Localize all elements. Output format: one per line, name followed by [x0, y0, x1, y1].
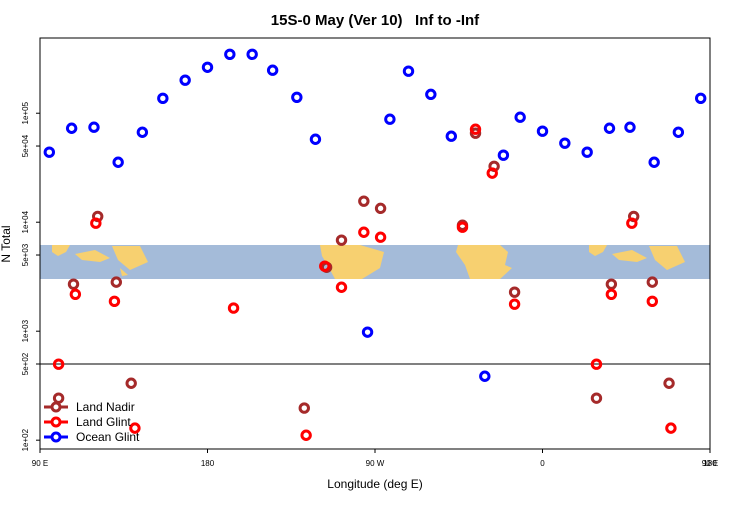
point — [374, 231, 387, 243]
point — [291, 91, 303, 103]
point — [646, 276, 659, 288]
landmass — [589, 245, 685, 270]
point — [129, 422, 141, 434]
y-tick-label: 1e+03 — [21, 319, 30, 342]
point — [88, 121, 100, 133]
point — [497, 149, 510, 161]
point — [125, 377, 137, 389]
y-tick-label: 5e+02 — [21, 352, 30, 375]
x-tick-label: 0 — [540, 459, 545, 468]
point — [536, 125, 549, 137]
legend-marker — [50, 431, 62, 443]
x-axis-label: Longitude (deg E) — [327, 477, 422, 491]
point — [309, 133, 322, 145]
point — [663, 377, 675, 389]
y-tick-label: 1e+05 — [21, 101, 30, 124]
point — [605, 278, 618, 290]
point — [69, 288, 82, 301]
point — [201, 61, 214, 73]
point — [646, 295, 659, 308]
point — [266, 64, 279, 76]
x-tick-label: 90 E — [702, 459, 718, 468]
point — [319, 260, 331, 272]
point — [508, 286, 521, 298]
point — [110, 276, 123, 288]
point — [469, 127, 482, 139]
point — [108, 295, 121, 308]
y-tick-label: 1e+04 — [21, 210, 30, 233]
map-band — [40, 245, 710, 279]
point — [626, 217, 638, 229]
point — [67, 278, 80, 290]
point — [605, 288, 618, 301]
point — [43, 146, 56, 158]
x-tick-label: 90 W — [366, 459, 385, 468]
point — [624, 121, 636, 133]
y-tick-label: 1e+02 — [21, 428, 30, 451]
legend-marker — [50, 401, 62, 413]
legend-marker — [50, 416, 62, 428]
point — [136, 126, 149, 138]
point — [227, 302, 240, 314]
legend-label: Land Nadir — [76, 400, 135, 414]
point — [246, 48, 258, 61]
point — [300, 429, 312, 441]
x-tick-label: 180 — [703, 459, 717, 468]
point — [665, 422, 677, 434]
point — [445, 130, 458, 142]
point — [112, 156, 124, 168]
point — [590, 358, 603, 370]
point — [358, 226, 370, 238]
point — [469, 123, 482, 135]
point — [374, 202, 387, 215]
point — [508, 298, 521, 310]
point — [402, 65, 415, 77]
y-axis-label: N Total — [0, 225, 13, 262]
legend-label: Ocean Glint — [76, 430, 140, 444]
legend-label: Land Glint — [76, 415, 131, 429]
point — [581, 146, 593, 158]
plot-frame — [39, 37, 711, 450]
point — [384, 113, 396, 125]
point — [358, 195, 370, 207]
point — [694, 92, 707, 105]
point — [590, 392, 603, 404]
point — [425, 88, 437, 101]
point — [672, 126, 685, 138]
point — [648, 156, 660, 168]
point — [157, 92, 169, 105]
point — [298, 402, 310, 414]
point — [361, 326, 374, 338]
point — [52, 358, 65, 370]
point — [335, 281, 348, 293]
point — [90, 217, 102, 229]
y-tick-label: 5e+03 — [21, 243, 30, 266]
point — [335, 234, 348, 246]
point — [479, 370, 491, 382]
point — [486, 167, 498, 179]
chart-title: 15S-0 May (Ver 10) Inf to -Inf — [271, 12, 480, 29]
landmass — [52, 245, 148, 276]
point — [65, 122, 78, 134]
point — [456, 221, 469, 233]
point — [603, 122, 616, 134]
point — [52, 392, 65, 404]
point — [179, 74, 191, 86]
landmass — [320, 245, 384, 279]
point — [224, 48, 236, 61]
point — [514, 111, 526, 123]
landmass — [456, 245, 512, 279]
x-tick-label: 180 — [201, 459, 215, 468]
y-tick-label: 5e+04 — [21, 134, 30, 157]
x-tick-label: 90 E — [32, 459, 48, 468]
point — [559, 137, 571, 149]
